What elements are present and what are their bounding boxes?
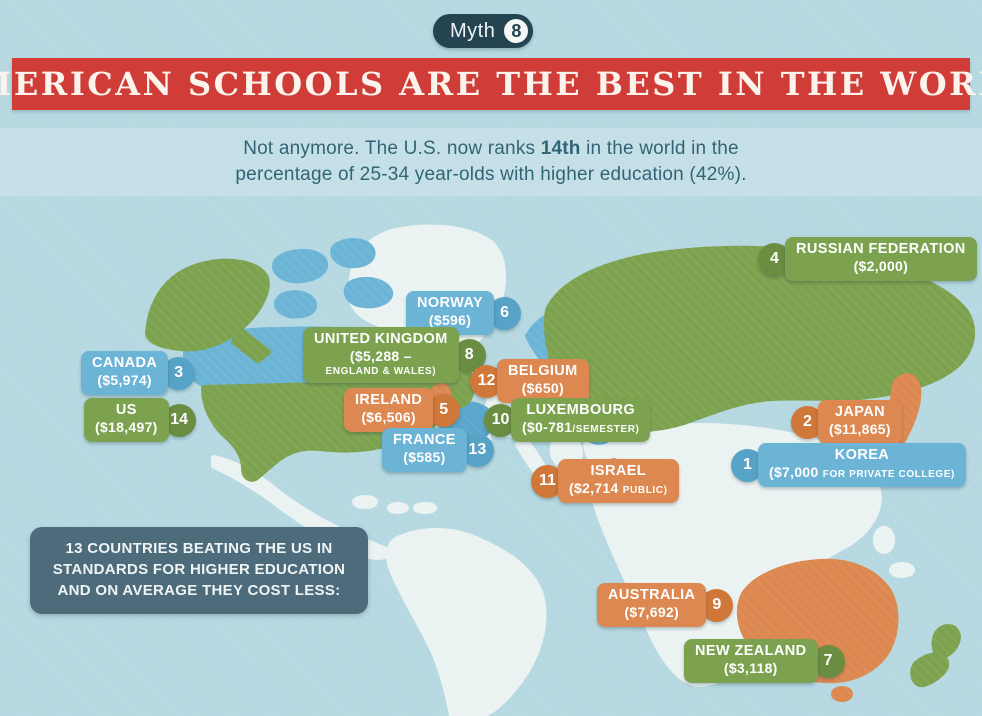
country-label-belgium: 12 BELGIUM ($650) [470,359,589,404]
page-title: AMERICAN SCHOOLS ARE THE BEST IN THE WOR… [0,65,982,103]
myth-label: Myth [450,19,496,42]
summary-line-1: 13 COUNTRIES BEATING THE US IN [65,540,333,557]
title-banner: AMERICAN SCHOOLS ARE THE BEST IN THE WOR… [0,58,982,110]
country-label-israel: 11 ISRAEL ($2,714 PUBLIC) [531,459,679,504]
country-label-japan: 2 JAPAN ($11,865) [791,400,902,445]
intro-rank-bold: 14th [540,138,581,160]
summary-box: 13 COUNTRIES BEATING THE US IN STANDARDS… [30,527,368,614]
map-new-zealand [931,624,961,659]
intro-band: Not anymore. The U.S. now ranks 14th in … [0,128,982,196]
intro-text: Not anymore. The U.S. now ranks 14th in … [235,138,747,185]
summary-line-2: STANDARDS FOR HIGHER EDUCATION [52,561,346,578]
summary-line-3: AND ON AVERAGE THEY COST LESS: [57,582,341,599]
myth-badge: Myth 8 [433,14,534,48]
country-label-korea: 1 KOREA ($7,000 FOR PRIVATE COLLEGE) [731,443,966,488]
map-alaska [145,258,270,352]
myth-number-circle: 8 [501,16,532,46]
country-label-luxembourg: 10 LUXEMBOURG ($0-781/SEMESTER) [484,398,651,443]
country-label-united-kingdom: 8 UNITED KINGDOM ($5,288 – ENGLAND & WALES… [303,327,486,384]
country-label-canada: 3 CANADA ($5,974) [81,351,196,396]
country-label-new-zealand: 7 NEW ZEALAND ($3,118) [684,639,845,684]
country-label-australia: 9 AUSTRALIA ($7,692) [597,583,734,628]
country-label-france: 13 FRANCE ($585) [382,428,494,473]
map-tasmania [831,686,853,702]
map-south-america [386,528,547,716]
country-label-ireland: 5 IRELAND ($6,506) [344,388,461,433]
country-label-russian-federation: 4 RUSSIAN FEDERATION ($2,000) [758,237,977,282]
country-label-us: 14 US ($18,497) [84,398,196,443]
